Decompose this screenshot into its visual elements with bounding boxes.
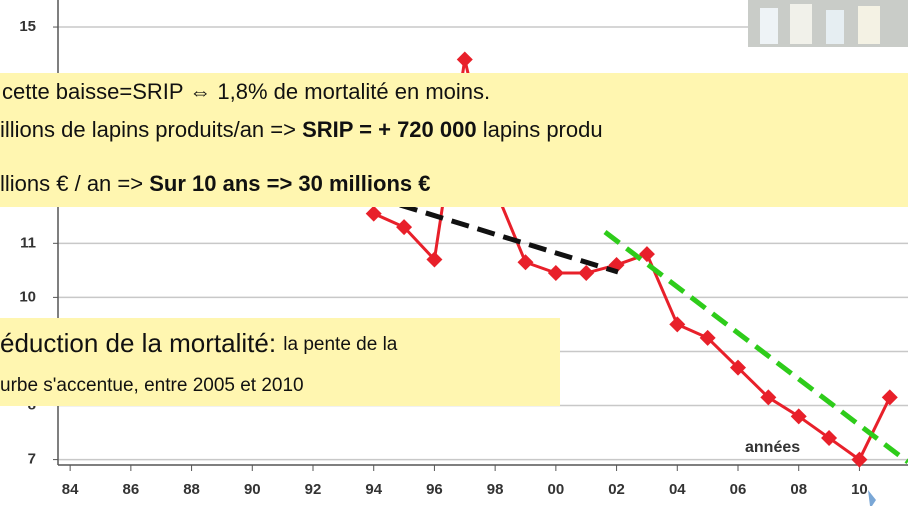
cursor (868, 490, 876, 506)
annotation-text: la pente de la (283, 334, 398, 355)
trend-line-green (605, 232, 908, 462)
x-tick-label: 88 (183, 481, 200, 498)
x-tick-label: 86 (123, 481, 140, 498)
data-point (882, 389, 898, 405)
x-tick-label: 00 (548, 481, 565, 498)
annotation: illions de lapins produits/an => SRIP = … (0, 117, 603, 142)
x-tick-label: 96 (426, 481, 443, 498)
y-tick-label: 11 (20, 234, 36, 251)
x-tick-label: 10 (851, 481, 868, 498)
x-tick-label: 98 (487, 481, 504, 498)
photo (858, 6, 880, 44)
x-tick-label: 06 (730, 481, 747, 498)
annotation-text: éduction de la mortalité: (0, 328, 283, 358)
x-tick-label: 90 (244, 481, 261, 498)
x-tick-label: 08 (790, 481, 807, 498)
data-point (366, 206, 382, 222)
x-tick-label: 04 (669, 481, 686, 498)
x-tick-label: 84 (62, 481, 79, 498)
annotation-text: lapins produ (477, 117, 603, 142)
photo (760, 8, 778, 44)
data-point (639, 246, 655, 262)
x-axis-label: années (745, 439, 800, 456)
annotation-text: SRIP = + 720 000 (302, 117, 477, 142)
x-tick-label: 02 (608, 481, 625, 498)
y-tick-label: 7 (28, 451, 36, 468)
annotation-text: llions € / an => (0, 171, 149, 196)
photo (790, 4, 812, 44)
annotation-text: Sur 10 ans => 30 millions € (149, 171, 430, 196)
annotation: cette baisse=SRIP ⇔ 1,8% de mortalité en… (2, 79, 490, 104)
data-point (518, 254, 534, 270)
annotation-text: urbe s'accentue, entre 2005 et 2010 (0, 375, 304, 396)
x-tick-label: 92 (305, 481, 322, 498)
y-tick-label: 15 (19, 18, 36, 35)
y-tick-label: 10 (19, 288, 36, 305)
x-tick-label: 94 (365, 481, 382, 498)
chart: 7891011121314158486889092949698000204060… (0, 0, 908, 506)
annotation-text: illions de lapins produits/an => (0, 117, 302, 142)
data-point (548, 265, 564, 281)
data-point (457, 51, 473, 67)
page: {"chart_data": {"type": "line", "x": [19… (0, 0, 908, 506)
data-point (669, 316, 685, 332)
annotation: urbe s'accentue, entre 2005 et 2010 (0, 375, 304, 396)
data-point (578, 265, 594, 281)
annotation-text: cette baisse=SRIP ⇔ 1,8% de mortalité en… (2, 79, 490, 104)
photo (826, 10, 844, 44)
annotation: llions € / an => Sur 10 ans => 30 millio… (0, 171, 430, 196)
